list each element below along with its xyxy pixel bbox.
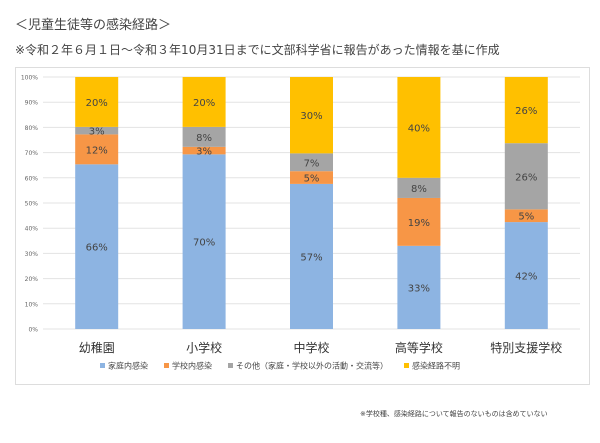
y-tick-label: 50% [25,201,39,208]
legend-swatch [228,363,233,368]
y-tick-label: 0% [28,327,38,334]
bar-segment [504,209,548,223]
y-tick-label: 20% [25,276,39,283]
x-tick-label: 高等学校 [395,340,443,355]
legend-label: 感染経路不明 [412,361,460,371]
footnote: ※学校種、感染経路について報告のないものは含めていない [360,410,548,418]
chart-subtitle: ※令和２年６月１日～令和３年10月31日までに文部科学省に報告があった情報を基に… [15,43,500,57]
data-label: 5% [518,212,534,223]
chart-title: ＜児童生徒等の感染経路＞ [15,18,172,33]
legend-swatch [404,363,409,368]
x-tick-label: 特別支援学校 [490,340,562,355]
data-label: 40% [408,123,430,134]
bar-segment [182,126,226,147]
bar-segment [397,77,441,178]
y-tick-label: 30% [25,251,39,258]
data-label: 26% [515,172,537,183]
data-label: 57% [300,252,322,263]
bar-segment [397,197,441,246]
bar-segment [75,126,119,135]
bar-segment [397,245,441,329]
data-label: 33% [408,283,430,294]
data-label: 19% [408,218,430,229]
bar-segment [504,222,548,329]
data-label: 8% [196,133,212,144]
bar-segment [504,143,548,210]
data-label: 12% [86,145,108,156]
data-label: 5% [304,174,320,185]
data-label: 30% [300,111,322,122]
y-tick-label: 80% [25,125,39,132]
bar-segment [504,77,548,144]
y-tick-label: 90% [25,100,39,107]
y-tick-label: 100% [21,75,38,82]
bar-segment [75,77,119,127]
bar-segment [290,77,333,154]
bar-segment [290,153,333,172]
data-label: 7% [304,158,320,169]
data-label: 20% [193,98,215,109]
chart-frame [15,67,590,385]
y-tick-label: 10% [25,301,39,308]
bar-segment [182,146,226,155]
data-label: 26% [515,106,537,117]
bar-segment [397,177,441,198]
legend-label: その他（家庭・学校以外の活動・交流等） [236,361,388,371]
y-tick-label: 60% [25,175,39,182]
data-label: 66% [86,243,108,254]
data-label: 3% [196,147,212,158]
data-label: 42% [515,272,537,283]
bar-segment [290,171,333,184]
data-label: 20% [86,98,108,109]
bar-segment [182,154,226,329]
y-tick-label: 40% [25,226,39,233]
legend-swatch [100,363,105,368]
x-tick-label: 中学校 [293,340,329,355]
legend-label: 学校内感染 [172,361,212,371]
legend-label: 家庭内感染 [108,361,148,371]
legend-swatch [164,363,169,368]
x-tick-label: 幼稚園 [79,341,115,355]
y-tick-label: 70% [25,150,39,157]
bar-segment [182,77,226,127]
x-tick-label: 小学校 [186,340,222,355]
bar-segment [75,134,119,165]
bar-segment [290,183,333,329]
data-label: 3% [89,127,105,138]
bar-segment [75,164,119,329]
data-label: 8% [411,184,427,195]
data-label: 70% [193,238,215,249]
